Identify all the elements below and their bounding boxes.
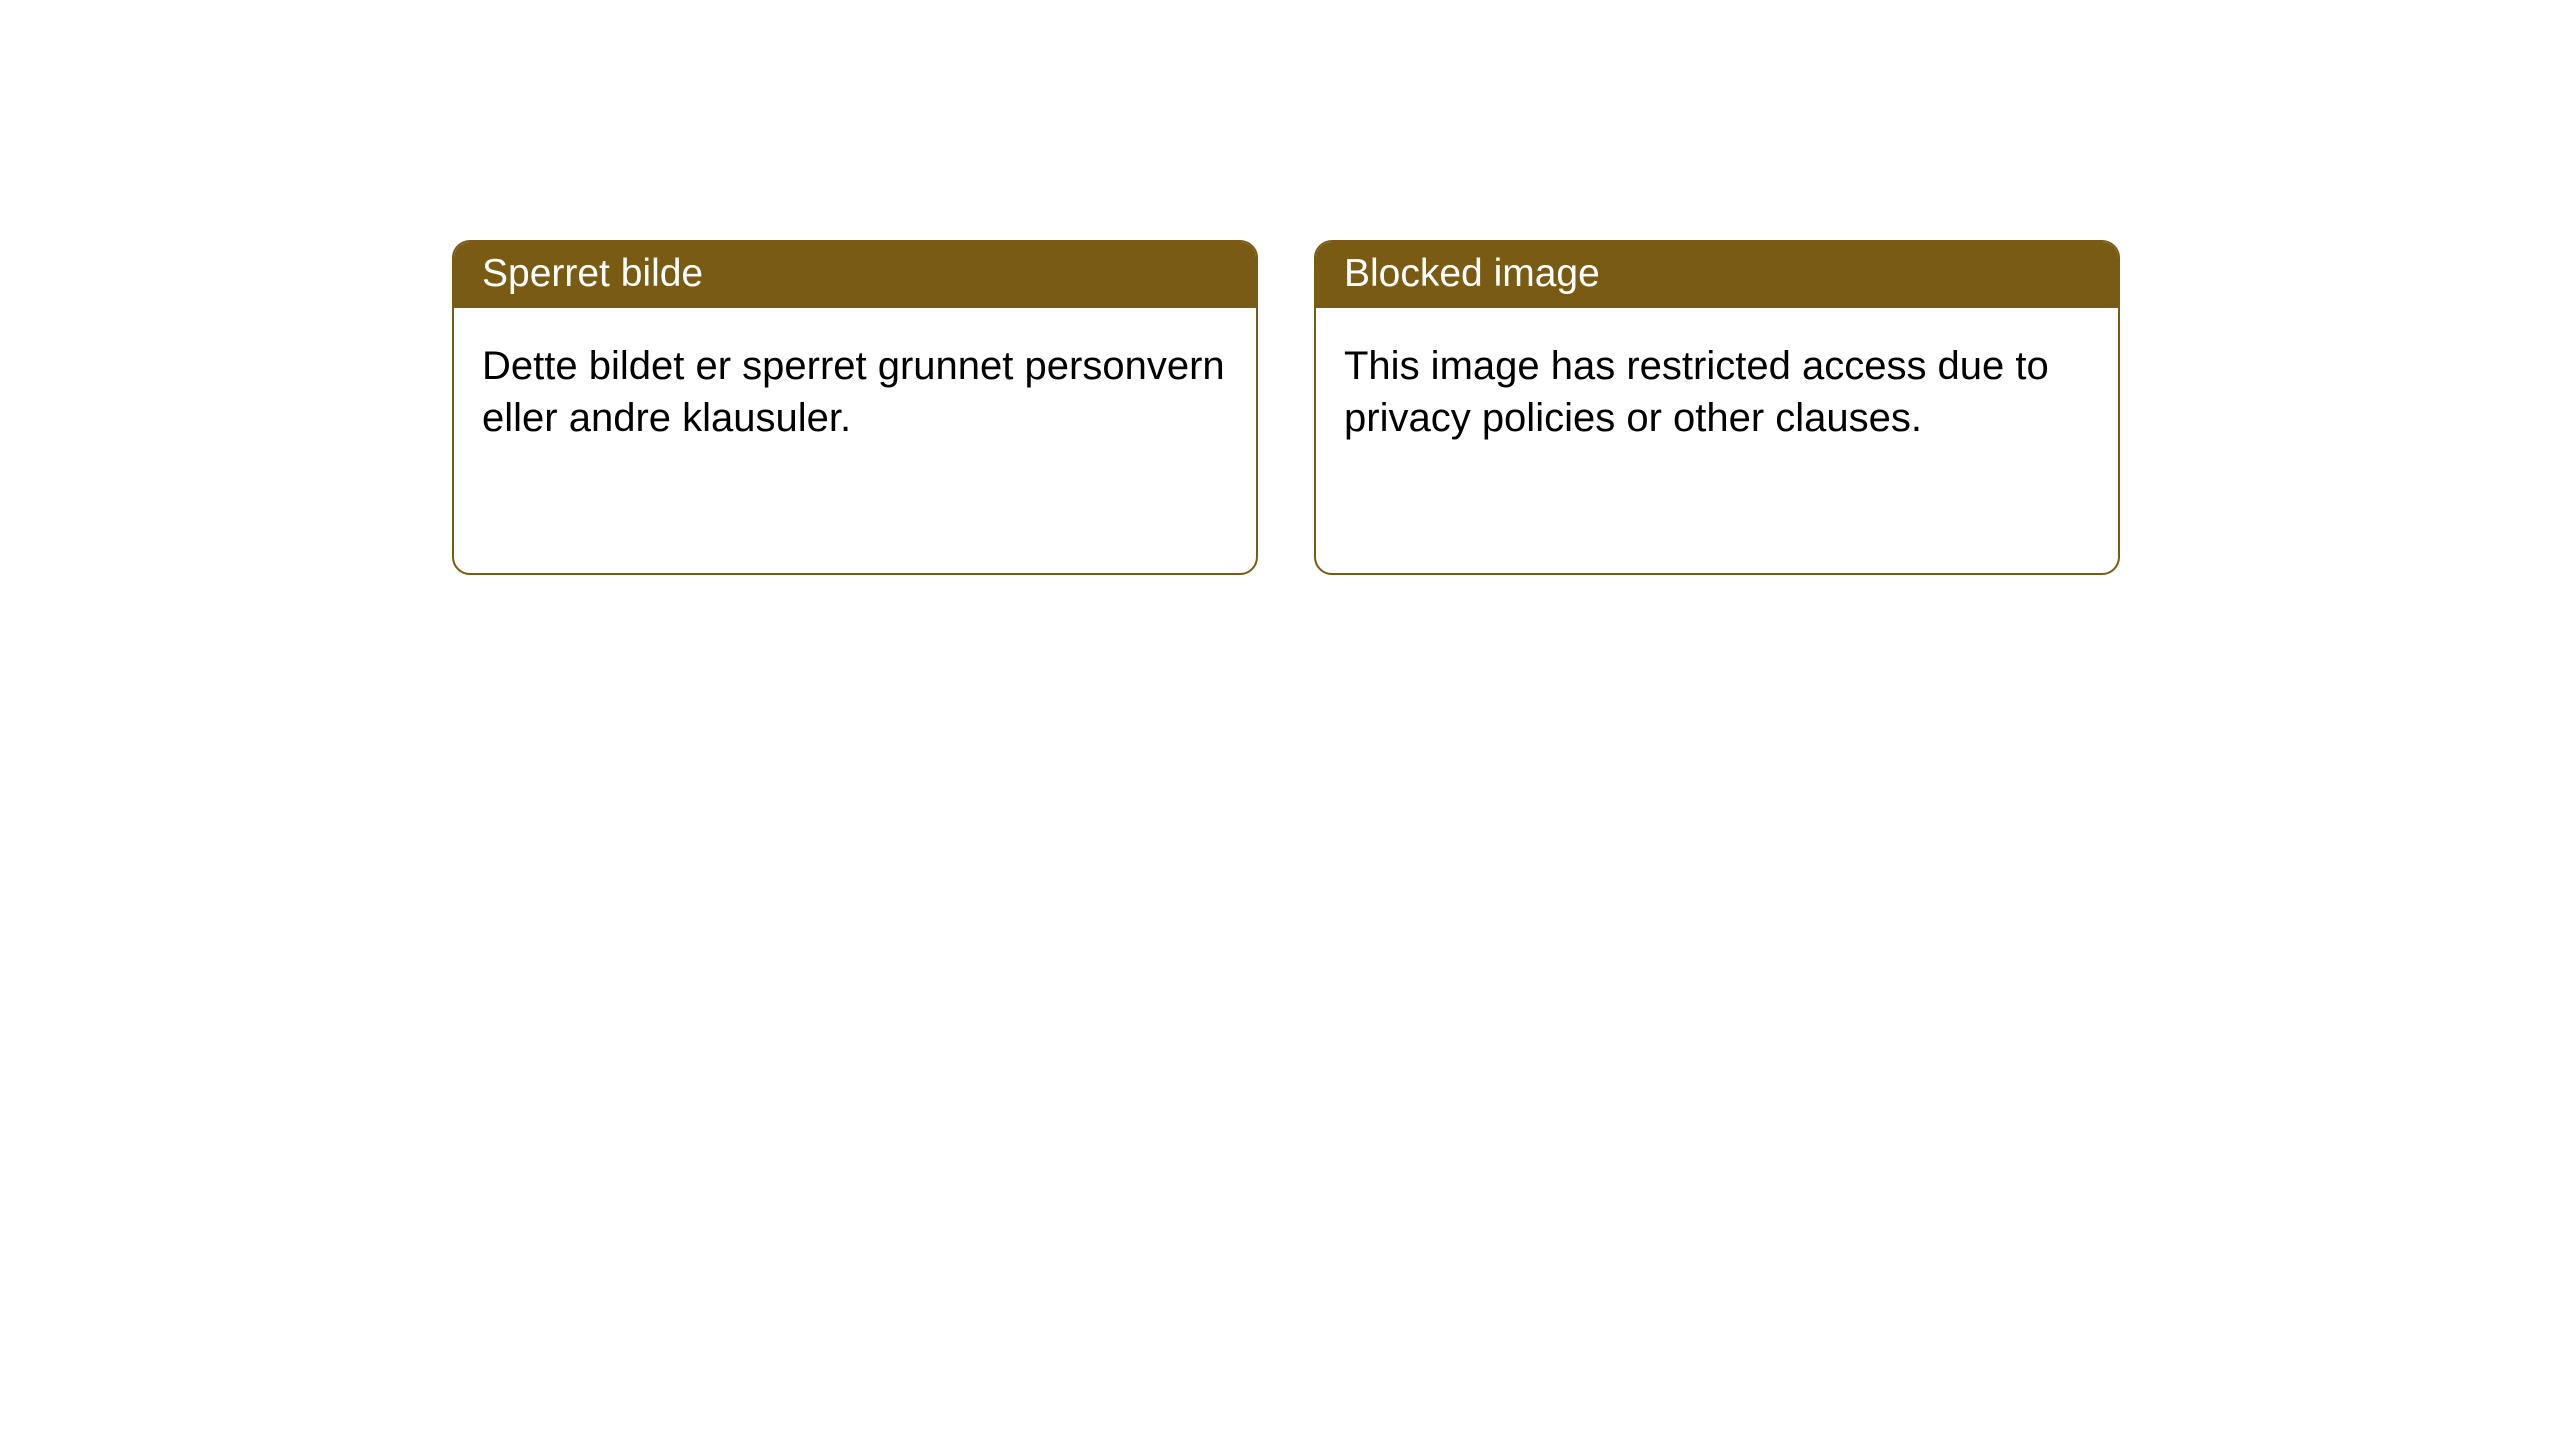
notice-box-norwegian: Sperret bilde Dette bildet er sperret gr… — [452, 240, 1258, 575]
notice-header-norwegian: Sperret bilde — [454, 242, 1256, 308]
notice-box-english: Blocked image This image has restricted … — [1314, 240, 2120, 575]
notice-header-english: Blocked image — [1316, 242, 2118, 308]
notice-body-norwegian: Dette bildet er sperret grunnet personve… — [454, 308, 1256, 476]
notice-body-english: This image has restricted access due to … — [1316, 308, 2118, 476]
notice-container: Sperret bilde Dette bildet er sperret gr… — [452, 240, 2120, 575]
